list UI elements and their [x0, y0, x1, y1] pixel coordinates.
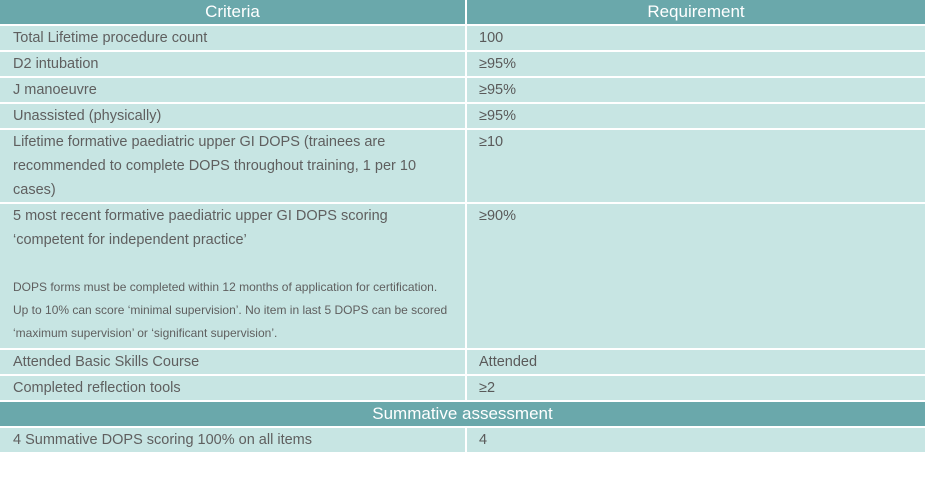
criteria-cell: Lifetime formative paediatric upper GI D… [0, 129, 467, 204]
table-row: Lifetime formative paediatric upper GI D… [0, 129, 925, 204]
requirement-cell: 100 [466, 25, 925, 52]
requirement-column-header: Requirement [466, 0, 925, 26]
table-row: J manoeuvre ≥95% [0, 77, 925, 104]
requirement-cell: ≥95% [466, 77, 925, 104]
requirement-cell: Attended [466, 349, 925, 376]
criteria-text: 5 most recent formative paediatric upper… [13, 208, 388, 248]
requirement-cell: 4 [466, 427, 925, 454]
table-row: 4 Summative DOPS scoring 100% on all ite… [0, 427, 925, 454]
requirement-cell: ≥95% [466, 51, 925, 78]
criteria-cell: D2 intubation [0, 51, 467, 78]
table-row: 5 most recent formative paediatric upper… [0, 203, 925, 350]
table-row: Attended Basic Skills Course Attended [0, 349, 925, 376]
criteria-cell: Unassisted (physically) [0, 103, 467, 130]
table-row: Completed reflection tools ≥2 [0, 375, 925, 402]
requirement-cell: ≥2 [466, 375, 925, 402]
table-row: D2 intubation ≥95% [0, 51, 925, 78]
criteria-cell: 4 Summative DOPS scoring 100% on all ite… [0, 427, 467, 454]
header-row: Criteria Requirement [0, 0, 925, 26]
criteria-cell: Attended Basic Skills Course [0, 349, 467, 376]
table-row: Total Lifetime procedure count 100 [0, 25, 925, 52]
requirement-cell: ≥10 [466, 129, 925, 204]
criteria-cell: 5 most recent formative paediatric upper… [0, 203, 467, 350]
section-title: Summative assessment [0, 401, 925, 428]
table-row: Unassisted (physically) ≥95% [0, 103, 925, 130]
certification-criteria-table: Criteria Requirement Total Lifetime proc… [0, 0, 925, 454]
section-header-row: Summative assessment [0, 401, 925, 428]
criteria-column-header: Criteria [0, 0, 467, 26]
dops-note: DOPS forms must be completed within 12 m… [13, 280, 448, 340]
requirement-cell: ≥90% [466, 203, 925, 350]
criteria-cell: J manoeuvre [0, 77, 467, 104]
criteria-cell: Completed reflection tools [0, 375, 467, 402]
requirement-cell: ≥95% [466, 103, 925, 130]
criteria-cell: Total Lifetime procedure count [0, 25, 467, 52]
